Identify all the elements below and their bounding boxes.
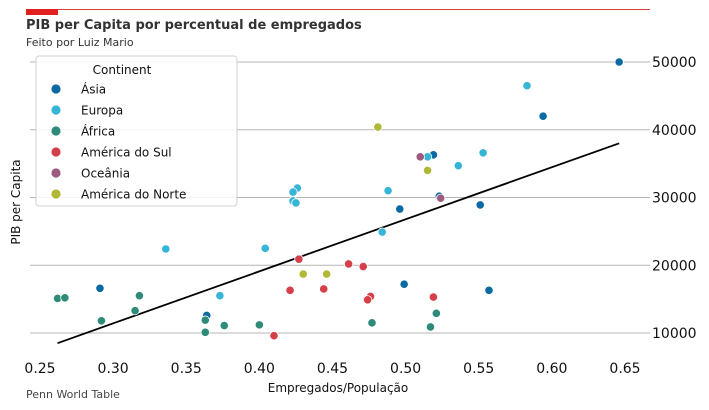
point-s2-4 <box>96 316 107 326</box>
point-s2-5 <box>200 315 210 325</box>
legend-label-0: Ásia <box>81 82 106 97</box>
trend-line-group <box>57 142 620 345</box>
data-points <box>52 57 624 341</box>
point-s1-11 <box>377 227 387 237</box>
legend-label-5: América do Norte <box>81 188 186 202</box>
point-s2-11 <box>425 322 436 332</box>
point-s1-8 <box>291 198 301 208</box>
point-s1-10 <box>260 243 270 253</box>
chart-subtitle: Feito por Luiz Mario <box>26 36 134 49</box>
point-s0-4 <box>395 204 405 214</box>
point-s1-1 <box>478 148 488 158</box>
point-s2-6 <box>219 320 229 331</box>
y-tick-label-4: 50000 <box>652 55 697 71</box>
legend-marker-1 <box>50 104 62 116</box>
point-s0-6 <box>484 285 494 295</box>
legend-label-3: América do Sul <box>81 146 172 160</box>
legend-marker-2 <box>50 125 62 137</box>
point-s5-0 <box>373 122 383 132</box>
point-s2-8 <box>254 320 264 330</box>
point-s1-9 <box>161 244 171 254</box>
x-tick-label-1: 0.30 <box>98 361 129 377</box>
point-s3-6 <box>362 295 373 305</box>
legend-marker-3 <box>50 146 62 158</box>
point-s2-10 <box>431 308 441 318</box>
legend-title: Continent <box>93 63 152 77</box>
trend-line <box>57 142 620 345</box>
x-tick-label-3: 0.40 <box>244 361 275 377</box>
legend-label-2: África <box>81 124 115 139</box>
point-s5-3 <box>322 269 332 279</box>
legend-label-4: Oceânia <box>81 167 130 181</box>
point-s4-0 <box>415 152 425 162</box>
point-s3-1 <box>343 259 354 269</box>
legend-marker-5 <box>50 188 62 200</box>
legend: Continent Ásia Europa África América do Sul… <box>35 55 238 207</box>
source-note: Penn World Table <box>26 388 120 401</box>
x-tick-label-2: 0.35 <box>171 361 202 377</box>
y-tick-label-2: 30000 <box>652 191 697 207</box>
y-tick-label-0: 10000 <box>652 326 697 342</box>
x-tick-labels: 0.25 0.30 0.35 0.40 0.45 0.50 0.55 0.60 0.65 <box>24 361 640 377</box>
point-s0-5 <box>475 200 485 210</box>
x-tick-label-6: 0.55 <box>463 361 494 377</box>
point-s1-4 <box>383 186 393 196</box>
legend-items: Ásia Europa África América do Sul Oceânia Amé… <box>50 82 186 202</box>
point-s5-2 <box>298 269 308 279</box>
point-s1-6 <box>288 187 298 197</box>
x-tick-label-5: 0.50 <box>390 361 421 377</box>
point-s0-7 <box>399 279 409 289</box>
point-s0-8 <box>95 283 105 293</box>
point-s2-3 <box>130 306 140 316</box>
legend-marker-4 <box>50 167 62 179</box>
point-s2-2 <box>134 291 145 301</box>
y-tick-label-1: 20000 <box>652 258 697 274</box>
legend-marker-0 <box>50 83 62 95</box>
x-tick-label-4: 0.45 <box>317 361 348 377</box>
x-tick-label-8: 0.65 <box>609 361 640 377</box>
point-s3-8 <box>269 331 279 341</box>
point-s2-7 <box>200 327 210 337</box>
point-s3-0 <box>294 254 304 264</box>
point-s3-2 <box>358 262 368 272</box>
point-s5-1 <box>422 165 433 175</box>
point-s4-1 <box>436 193 446 203</box>
point-s1-2 <box>453 161 463 171</box>
y-axis-label: PIB per Capita <box>9 159 23 244</box>
legend-box <box>35 55 238 207</box>
point-s0-1 <box>538 111 548 121</box>
point-s1-12 <box>215 291 225 301</box>
point-s3-3 <box>285 285 295 295</box>
y-tick-labels: 10000 20000 30000 40000 50000 <box>652 55 697 342</box>
point-s2-1 <box>60 293 70 303</box>
point-s3-4 <box>319 284 329 294</box>
x-axis-label: Empregados/População <box>268 381 409 395</box>
x-tick-label-7: 0.60 <box>536 361 567 377</box>
accent-bar <box>26 9 58 15</box>
point-s0-0 <box>614 57 624 67</box>
x-tick-label-0: 0.25 <box>24 361 55 377</box>
point-s3-7 <box>428 292 439 302</box>
point-s2-9 <box>367 318 377 328</box>
legend-label-1: Europa <box>81 104 123 118</box>
point-s1-0 <box>522 81 532 91</box>
chart-title: PIB per Capita por percentual de emprega… <box>26 18 362 33</box>
y-tick-label-3: 40000 <box>652 123 697 139</box>
